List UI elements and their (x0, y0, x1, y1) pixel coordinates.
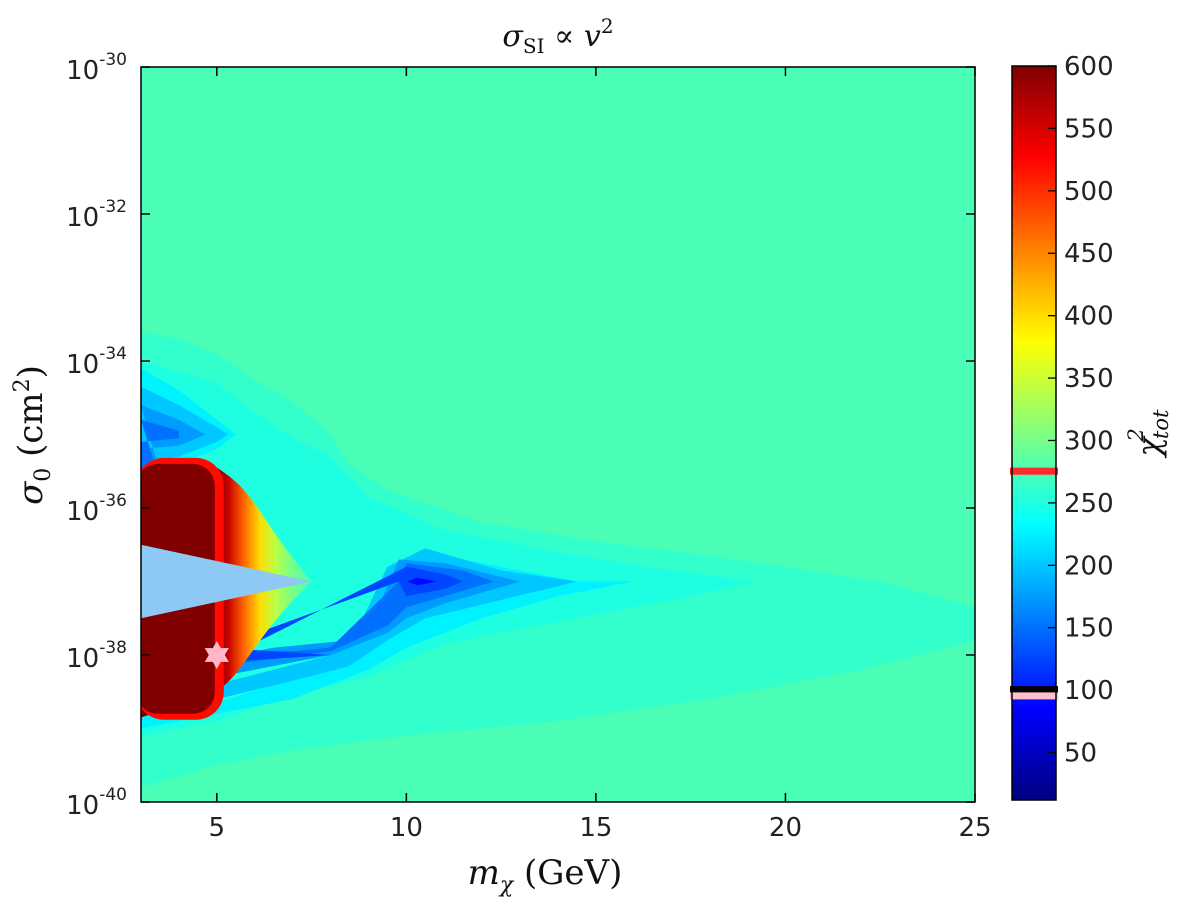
excluded-wedge (141, 544, 312, 619)
colorbar-tick-label: 550 (1064, 114, 1114, 144)
colorbar-tick-label: 300 (1064, 426, 1114, 456)
colorbar-tick-label: 100 (1064, 676, 1114, 706)
y-tick-label: 10-38 (66, 638, 127, 674)
x-tick-label: 15 (579, 813, 612, 843)
x-tick-label: 20 (769, 813, 802, 843)
colorbar-tick-label: 500 (1064, 177, 1114, 207)
colorbar-tick-label: 250 (1064, 489, 1114, 519)
plot-area (141, 67, 975, 802)
y-axis-ticks: 10-30 10-32 10-34 10-36 10-38 10-40 (66, 50, 975, 821)
colorbar (1012, 66, 1056, 800)
contour-level-7 (406, 577, 437, 586)
chart-title: σSI ∝ v2 (502, 14, 613, 58)
y-tick-label: 10-34 (66, 344, 127, 380)
colorbar-frame (1011, 65, 1057, 801)
contour-level-1 (141, 361, 759, 736)
colorbar-tick-label: 50 (1064, 739, 1097, 769)
contour-level-4 (141, 405, 521, 677)
contour-fills (141, 331, 975, 788)
colorbar-tick-label: 450 (1064, 239, 1114, 269)
colorbar-tick-label: 600 (1064, 52, 1114, 82)
x-axis-ticks: 5 10 15 20 25 (209, 67, 992, 843)
y-tick-label: 10-40 (66, 785, 127, 821)
y-axis-label: σ0 (cm2) (10, 365, 56, 505)
colorbar-label: χtot2 (1124, 409, 1173, 458)
x-axis-label: mχ (GeV) (468, 853, 623, 898)
colorbar-tick-label: 400 (1064, 302, 1114, 332)
colorbar-tick-label: 350 (1064, 364, 1114, 394)
colorbar-tick-label: 150 (1064, 614, 1114, 644)
colorbar-marker (1010, 467, 1058, 475)
x-tick-label: 25 (958, 813, 991, 843)
y-tick-label: 10-36 (66, 491, 127, 527)
colorbar-ticks: 50 100 150 200 250 300 350 400 450 500 550 600 (1048, 52, 1114, 769)
y-tick-label: 10-32 (66, 197, 127, 233)
plot-frame (140, 66, 976, 803)
colorbar-marker (1010, 692, 1058, 700)
colorbar-markers (1010, 467, 1058, 700)
colorbar-tick-label: 200 (1064, 551, 1114, 581)
best-fit-star-icon (204, 641, 229, 669)
contour-level-2 (141, 368, 634, 729)
x-tick-label: 10 (390, 813, 423, 843)
y-tick-label: 10-30 (66, 50, 127, 86)
colorbar-marker (1010, 686, 1058, 694)
x-tick-label: 5 (209, 813, 226, 843)
contour-level-5 (141, 419, 494, 666)
